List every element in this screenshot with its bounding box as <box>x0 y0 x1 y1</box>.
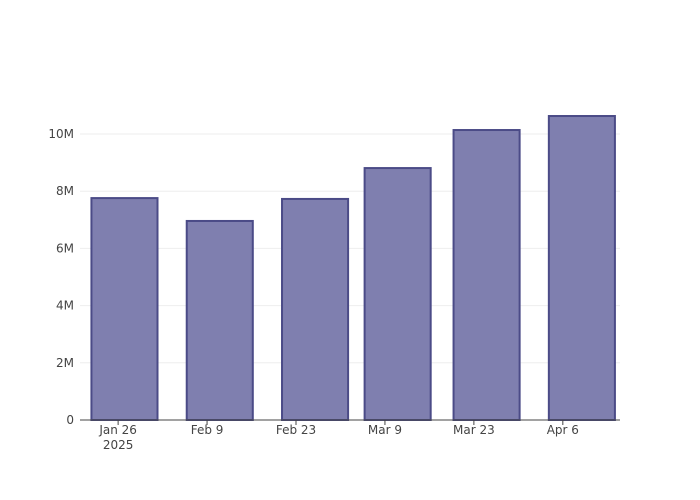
bar <box>185 219 254 421</box>
x-tick-label: Jan 26 2025 <box>98 423 137 452</box>
x-tick-label: Feb 23 <box>276 423 316 437</box>
x-tick-label: Mar 9 <box>368 423 402 437</box>
y-tick-label: 6M <box>56 241 74 255</box>
bar <box>452 129 521 421</box>
x-tick-label: Mar 23 <box>453 423 495 437</box>
x-tick-label: Feb 9 <box>191 423 224 437</box>
y-tick-label: 0 <box>66 413 74 427</box>
y-tick-label: 4M <box>56 299 74 313</box>
bar <box>363 167 432 421</box>
y-tick-label: 8M <box>56 184 74 198</box>
bar <box>281 197 350 421</box>
bar <box>547 115 616 421</box>
bar <box>90 197 159 421</box>
y-tick-label: 10M <box>48 127 74 141</box>
y-tick-label: 2M <box>56 356 74 370</box>
x-tick-label: Apr 6 <box>547 423 579 437</box>
